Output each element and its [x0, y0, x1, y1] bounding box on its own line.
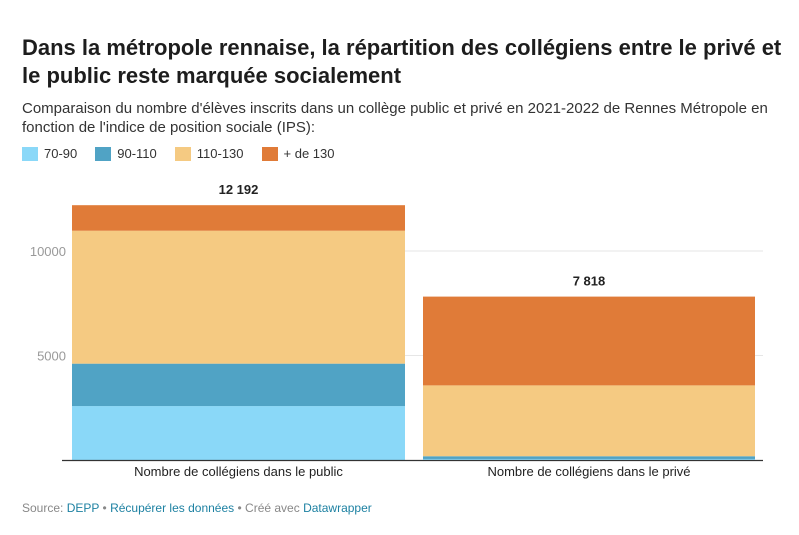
bar-segment [423, 296, 755, 386]
source-link[interactable]: DEPP [66, 501, 100, 515]
separator: • [102, 501, 107, 515]
legend-label: 70-90 [44, 146, 78, 161]
y-tick-label: 10000 [30, 244, 66, 259]
separator: • [237, 501, 242, 515]
bar-segment [72, 406, 405, 460]
total-label: 12 192 [219, 182, 259, 197]
legend-swatch [174, 146, 191, 161]
legend-label: 110-130 [196, 146, 244, 161]
chart-title: Dans la métropole rennaise, la répartiti… [22, 35, 782, 88]
datawrapper-link[interactable]: Datawrapper [303, 501, 372, 515]
total-label: 7 818 [573, 274, 606, 289]
legend-label: 90-110 [117, 146, 157, 161]
footer: Source: DEPP • Récupérer les données • C… [22, 501, 372, 515]
bar-segment [72, 230, 405, 364]
legend-item: 90-110 [95, 146, 157, 161]
legend-swatch [261, 146, 278, 161]
bar-segment [423, 385, 755, 457]
bar-segment [72, 205, 405, 231]
legend-item: + de 130 [261, 146, 335, 161]
legend-item: 110-130 [174, 146, 244, 161]
bar-segment [72, 363, 405, 407]
created-with-label: Créé avec [245, 501, 300, 515]
source-label: Source: [22, 501, 64, 515]
legend-swatch [95, 146, 112, 161]
y-tick-label: 5000 [37, 349, 66, 364]
legend: 70-90 90-110 110-130 + de 130 [22, 146, 334, 161]
legend-swatch [22, 146, 38, 161]
chart-subtitle: Comparaison du nombre d'élèves inscrits … [22, 100, 768, 136]
x-category-label: Nombre de collégiens dans le public [134, 464, 343, 479]
x-category-label: Nombre de collégiens dans le privé [487, 464, 690, 479]
legend-item: 70-90 [22, 146, 77, 161]
bar-segment [423, 456, 755, 459]
bar-segment [423, 458, 755, 460]
download-data-link[interactable]: Récupérer les données [110, 501, 235, 515]
legend-label: + de 130 [283, 146, 335, 161]
